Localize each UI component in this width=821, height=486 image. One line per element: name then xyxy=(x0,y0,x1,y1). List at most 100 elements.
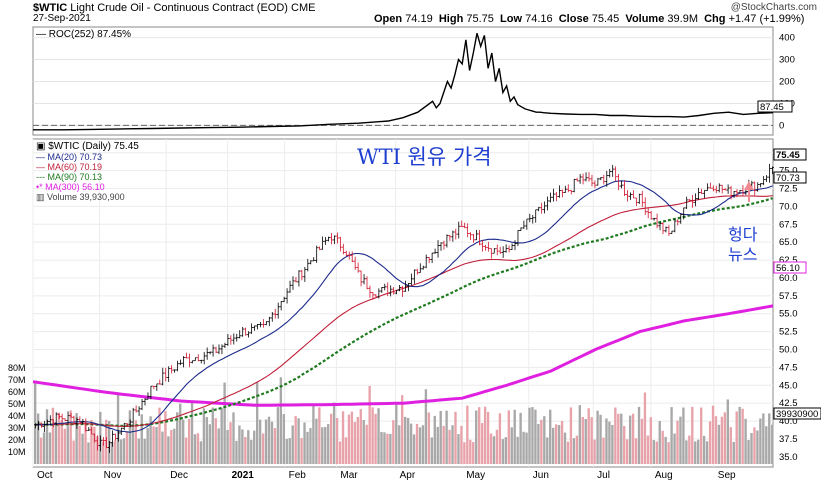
volume-bar xyxy=(475,410,478,464)
volume-tick-label: 30M xyxy=(8,423,26,433)
volume-bar xyxy=(170,429,173,464)
price-bar xyxy=(318,246,322,251)
volume-bar xyxy=(187,418,191,464)
price-bar xyxy=(685,196,689,209)
price-bar xyxy=(688,199,692,202)
volume-bar xyxy=(584,419,587,464)
price-tick-label: 47.5 xyxy=(779,362,798,373)
volume-bar xyxy=(155,426,158,464)
volume-bar xyxy=(628,415,632,464)
price-bar xyxy=(658,221,662,231)
roc-axis: 4003002001000 xyxy=(779,33,795,132)
price-bar xyxy=(214,346,218,354)
open-value: 74.19 xyxy=(405,13,433,25)
volume-bar xyxy=(563,432,567,464)
volume-bar xyxy=(276,407,280,464)
volume-bar xyxy=(599,414,602,464)
price-bar xyxy=(554,191,558,202)
price-bar xyxy=(87,427,91,431)
price-bar xyxy=(771,166,774,175)
price-bar xyxy=(575,177,579,182)
volume-bar xyxy=(63,428,66,464)
price-bar xyxy=(463,222,467,229)
volume-bar xyxy=(66,426,69,464)
price-bar xyxy=(173,369,177,373)
volume-bar xyxy=(116,393,120,464)
volume-bar xyxy=(504,437,507,464)
price-bar xyxy=(353,256,357,270)
roc-legend: — ROC(252) 87.45% xyxy=(36,29,131,40)
volume-bar xyxy=(356,417,359,464)
volume-bar xyxy=(540,419,543,464)
volume-bar xyxy=(557,425,561,464)
volume-bar xyxy=(620,413,623,464)
volume-bar xyxy=(377,408,380,464)
volume-bar xyxy=(297,418,300,464)
volume-bar xyxy=(569,407,573,464)
price-bar xyxy=(63,418,67,422)
volume-bar xyxy=(424,389,428,464)
price-bar xyxy=(617,173,621,191)
volume-bar xyxy=(406,417,410,464)
price-bar xyxy=(652,217,656,221)
legend-ma20: — MA(20) 70.73 xyxy=(36,152,102,162)
price-bar xyxy=(332,235,336,245)
price-bar xyxy=(421,265,425,270)
price-bar xyxy=(572,178,576,193)
volume-bar xyxy=(516,436,519,464)
volume-bar xyxy=(45,409,49,464)
price-bar xyxy=(338,236,342,252)
price-bar xyxy=(682,207,686,220)
close-value: 75.45 xyxy=(591,13,620,25)
volume-bar xyxy=(303,422,306,464)
volume-bar xyxy=(87,442,90,464)
volume-bar xyxy=(466,405,469,464)
volume-bar xyxy=(128,410,132,464)
price-bar xyxy=(711,185,715,192)
price-bar xyxy=(324,236,328,245)
volume-bar xyxy=(756,430,759,464)
price-tick-label: 75.0 xyxy=(779,166,798,177)
price-bar xyxy=(516,230,520,247)
volume-bar xyxy=(688,435,691,464)
volume-bar xyxy=(442,425,445,464)
volume-bar xyxy=(36,413,40,464)
price-bar xyxy=(578,173,582,184)
volume-bar xyxy=(110,441,114,464)
volume-bar xyxy=(57,412,61,464)
volume-bar xyxy=(418,427,422,464)
volume-bar xyxy=(146,428,149,464)
legend-ma90: --- MA(90) 70.13 xyxy=(36,172,102,182)
legend-ma60: — MA(60) 70.19 xyxy=(36,162,102,172)
price-bar xyxy=(113,433,117,441)
volume-bar xyxy=(682,407,685,464)
volume-bar xyxy=(575,435,579,464)
price-bar xyxy=(51,419,55,428)
volume-bar xyxy=(507,410,510,464)
ohlc-summary: Open 74.19 High 75.75 Low 74.16 Close 75… xyxy=(374,13,805,25)
volume-bar xyxy=(560,420,564,464)
price-bar xyxy=(628,192,632,200)
price-bar xyxy=(442,240,446,250)
volume-bar xyxy=(454,411,457,464)
volume-bar xyxy=(214,418,217,464)
price-bar xyxy=(705,183,709,191)
price-bar xyxy=(161,367,165,386)
volume-bar xyxy=(581,417,584,464)
price-bar xyxy=(549,192,552,203)
volume-tick-label: 20M xyxy=(8,435,26,445)
volume-bar xyxy=(605,418,608,464)
volume-bar xyxy=(202,408,206,464)
volume-bar xyxy=(383,432,386,464)
price-bar xyxy=(238,330,242,339)
price-bar xyxy=(69,413,73,418)
volume-bar xyxy=(247,430,250,464)
price-bar xyxy=(614,166,618,182)
volume-bar xyxy=(626,439,629,464)
volume-bar xyxy=(546,437,549,464)
price-bar xyxy=(454,228,458,240)
price-bar xyxy=(303,266,307,282)
price-bar xyxy=(193,357,197,362)
volume-bar xyxy=(341,411,345,464)
price-bar xyxy=(250,323,254,334)
